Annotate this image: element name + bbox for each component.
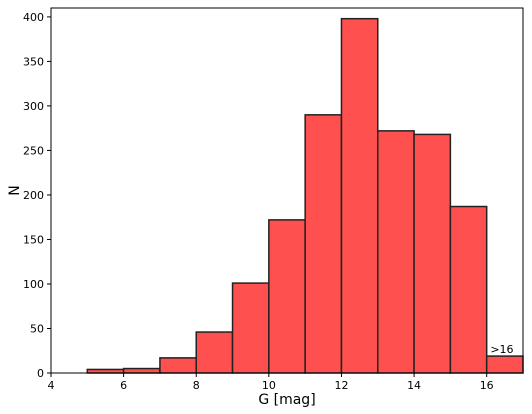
- y-tick-label: 100: [23, 278, 44, 291]
- x-axis-label: G [mag]: [258, 392, 315, 408]
- y-axis-ticks: 0 50 100 150 200 250 300 350 400: [23, 11, 51, 380]
- x-axis-ticks: 4 6 8 10 12 14 16: [48, 373, 494, 392]
- y-tick-label: 50: [30, 322, 44, 335]
- histogram-bar: [377, 130, 415, 374]
- histogram-bar: [159, 357, 197, 374]
- histogram-bar: [268, 219, 306, 374]
- x-tick-label: 16: [480, 379, 494, 392]
- x-tick-label: 4: [48, 379, 55, 392]
- y-tick-label: 0: [37, 367, 44, 380]
- y-axis-label: N: [7, 185, 23, 195]
- y-tick-label: 350: [23, 55, 44, 68]
- histogram-bar: [340, 17, 379, 374]
- histogram-bar: [304, 114, 343, 374]
- histogram-bar: [231, 282, 270, 374]
- histogram-bar: [485, 355, 524, 374]
- histogram-bar: [122, 367, 161, 374]
- x-tick-label: 6: [120, 379, 127, 392]
- y-tick-label: 250: [23, 144, 44, 157]
- bars-layer: [86, 17, 524, 374]
- overflow-annotation: >16: [490, 343, 513, 356]
- histogram-bar: [413, 133, 452, 374]
- y-tick-label: 200: [23, 189, 44, 202]
- x-tick-label: 8: [193, 379, 200, 392]
- y-tick-label: 150: [23, 233, 44, 246]
- histogram-bar: [86, 368, 125, 374]
- histogram-bar: [195, 331, 234, 374]
- y-tick-label: 400: [23, 11, 44, 24]
- x-tick-label: 12: [334, 379, 348, 392]
- histogram-bar: [449, 205, 488, 374]
- x-tick-label: 10: [262, 379, 276, 392]
- plot-frame: [50, 7, 524, 374]
- x-tick-label: 14: [407, 379, 421, 392]
- y-tick-label: 300: [23, 100, 44, 113]
